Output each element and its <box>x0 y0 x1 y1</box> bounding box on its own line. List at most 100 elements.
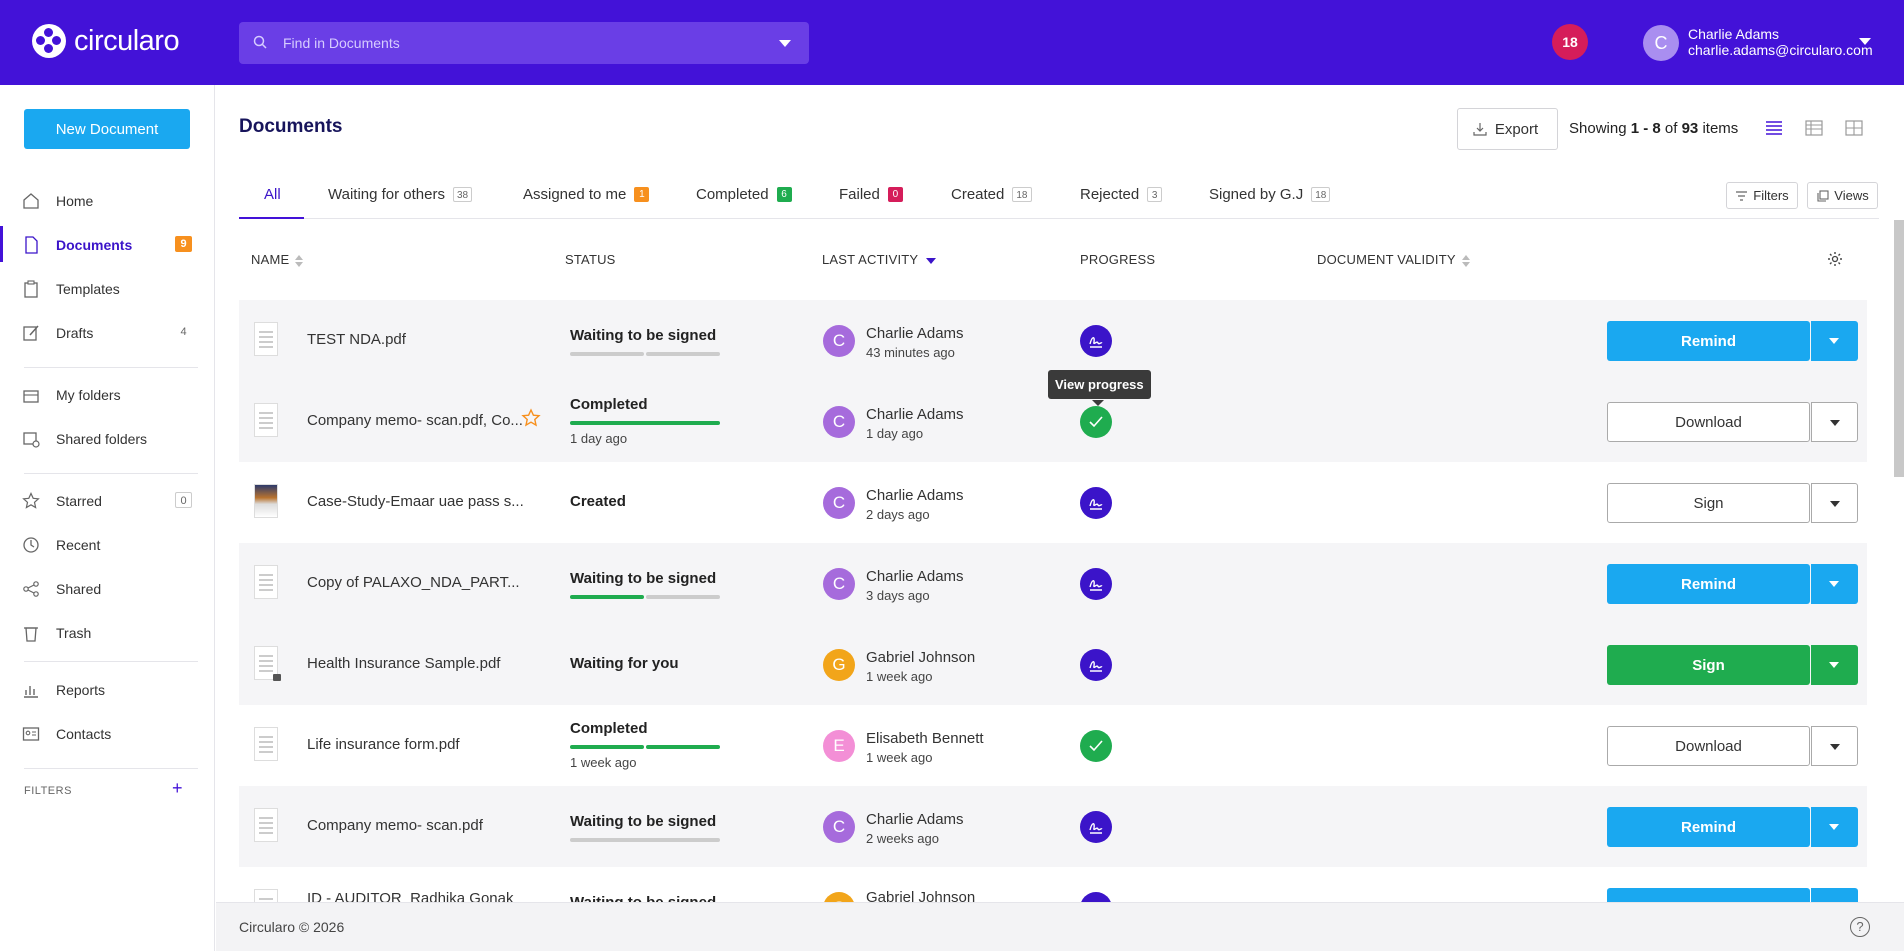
sort-descending-icon[interactable] <box>926 257 937 264</box>
activity-avatar: C <box>823 568 855 600</box>
sort-icon[interactable] <box>1461 254 1470 267</box>
sidebar-item-drafts[interactable]: Drafts 4 <box>0 314 214 350</box>
table-row[interactable]: Life insurance form.pdf Completed 1 week… <box>239 705 1867 786</box>
signature-progress-icon[interactable] <box>1080 649 1112 681</box>
table-row[interactable]: Company memo- scan.pdf, Co... Completed … <box>239 381 1867 462</box>
table-row[interactable]: Case-Study-Emaar uae pass s... Created C… <box>239 462 1867 543</box>
row-actions-dropdown[interactable] <box>1811 807 1858 847</box>
document-name[interactable]: Company memo- scan.pdf <box>307 817 483 834</box>
remind-button[interactable]: Remind <box>1607 564 1810 604</box>
activity-avatar: C <box>823 811 855 843</box>
tab-signed-by-gj[interactable]: Signed by G.J 18 <box>1209 186 1331 203</box>
add-filter-button[interactable]: + <box>172 778 183 798</box>
sidebar-item-recent[interactable]: Recent <box>0 526 214 562</box>
tab-completed[interactable]: Completed 6 <box>696 186 792 203</box>
table-view-icon[interactable] <box>1804 119 1824 137</box>
showing-total: 93 <box>1681 120 1699 137</box>
sidebar-item-templates[interactable]: Templates <box>0 270 214 306</box>
document-name[interactable]: Health Insurance Sample.pdf <box>307 655 501 672</box>
sidebar-item-home[interactable]: Home <box>0 182 214 218</box>
column-header-last-activity[interactable]: LAST ACTIVITY <box>822 252 937 267</box>
row-actions-dropdown[interactable] <box>1811 483 1858 523</box>
user-email[interactable]: charlie.adams@circularo.com <box>1688 42 1873 58</box>
sidebar-item-my-folders[interactable]: My folders <box>0 376 214 412</box>
document-name[interactable]: Company memo- scan.pdf, Co... <box>307 412 523 429</box>
tab-created[interactable]: Created 18 <box>951 186 1032 203</box>
status-progress-bar <box>570 595 720 599</box>
sidebar-divider <box>24 367 198 368</box>
filters-button[interactable]: Filters <box>1726 182 1798 209</box>
table-row[interactable]: Health Insurance Sample.pdf Waiting for … <box>239 624 1867 705</box>
download-button[interactable]: Download <box>1607 726 1810 766</box>
gear-icon[interactable] <box>1827 251 1843 267</box>
search-box[interactable] <box>239 22 809 64</box>
signature-progress-icon[interactable] <box>1080 325 1112 357</box>
table-row[interactable]: Copy of PALAXO_NDA_PART... Waiting to be… <box>239 543 1867 624</box>
tab-all[interactable]: All <box>264 186 281 203</box>
star-icon[interactable] <box>521 408 541 428</box>
activity-time: 1 day ago <box>866 426 924 441</box>
tab-label: Signed by G.J <box>1209 186 1304 203</box>
document-thumbnail <box>254 727 278 761</box>
document-name[interactable]: TEST NDA.pdf <box>307 331 406 348</box>
completed-check-icon[interactable] <box>1080 730 1112 762</box>
row-actions-dropdown[interactable] <box>1811 402 1858 442</box>
document-name[interactable]: Case-Study-Emaar uae pass s... <box>307 493 524 510</box>
scrollbar-thumb[interactable] <box>1894 220 1904 477</box>
search-options-chevron-icon[interactable] <box>779 40 791 47</box>
list-view-icon[interactable] <box>1764 119 1784 137</box>
tab-waiting-for-others[interactable]: Waiting for others 38 <box>328 186 473 203</box>
new-document-button[interactable]: New Document <box>24 109 190 149</box>
table-row[interactable]: ID - AUDITOR_Radhika Gonak Waiting to be… <box>239 867 1867 902</box>
circularo-logo[interactable]: circularo <box>32 24 180 58</box>
completed-check-icon[interactable] <box>1080 406 1112 438</box>
row-actions-dropdown[interactable] <box>1811 645 1858 685</box>
user-name[interactable]: Charlie Adams <box>1688 26 1780 42</box>
document-name[interactable]: ID - AUDITOR_Radhika Gonak <box>307 890 514 902</box>
help-icon[interactable]: ? <box>1850 917 1870 937</box>
sidebar-item-contacts[interactable]: Contacts <box>0 715 214 751</box>
sidebar-item-reports[interactable]: Reports <box>0 671 214 707</box>
sidebar-item-shared[interactable]: Shared <box>0 570 214 606</box>
sidebar-item-shared-folders[interactable]: Shared folders <box>0 420 214 456</box>
signature-progress-icon[interactable] <box>1080 568 1112 600</box>
document-name[interactable]: Life insurance form.pdf <box>307 736 460 753</box>
starred-count-badge: 0 <box>175 492 192 508</box>
bar-chart-icon <box>24 686 38 698</box>
tab-failed[interactable]: Failed 0 <box>839 186 903 203</box>
signature-progress-icon[interactable] <box>1080 892 1112 902</box>
sign-button[interactable]: Sign <box>1607 645 1810 685</box>
views-button[interactable]: Views <box>1807 182 1878 209</box>
sidebar-item-trash[interactable]: Trash <box>0 614 214 650</box>
signature-progress-icon[interactable] <box>1080 811 1112 843</box>
download-button[interactable]: Download <box>1607 402 1810 442</box>
sidebar-item-starred[interactable]: Starred 0 <box>0 482 214 518</box>
document-name[interactable]: Copy of PALAXO_NDA_PART... <box>307 574 520 591</box>
table-row[interactable]: TEST NDA.pdf Waiting to be signed C Char… <box>239 300 1867 381</box>
table-row[interactable]: Company memo- scan.pdf Waiting to be sig… <box>239 786 1867 867</box>
row-actions-dropdown[interactable] <box>1811 564 1858 604</box>
column-header-name[interactable]: NAME <box>251 252 304 267</box>
row-actions-dropdown[interactable] <box>1811 888 1858 902</box>
export-button[interactable]: Export <box>1457 108 1558 150</box>
grid-view-icon[interactable] <box>1844 119 1864 137</box>
signature-progress-icon[interactable] <box>1080 487 1112 519</box>
tab-assigned-to-me[interactable]: Assigned to me 1 <box>523 186 650 203</box>
sign-button[interactable]: Sign <box>1607 483 1810 523</box>
document-icon <box>25 236 38 254</box>
top-bar: circularo 18 C Charlie Adams charlie.ada… <box>0 0 1904 85</box>
remind-button[interactable] <box>1607 888 1810 902</box>
user-menu-chevron-icon[interactable] <box>1859 38 1871 45</box>
row-actions-dropdown[interactable] <box>1811 321 1858 361</box>
user-avatar[interactable]: C <box>1643 25 1679 61</box>
tab-count: 18 <box>1012 187 1032 202</box>
notification-badge[interactable]: 18 <box>1552 24 1588 60</box>
row-actions-dropdown[interactable] <box>1811 726 1858 766</box>
remind-button[interactable]: Remind <box>1607 321 1810 361</box>
tab-rejected[interactable]: Rejected 3 <box>1080 186 1163 203</box>
sidebar-item-documents[interactable]: Documents 9 <box>0 226 214 262</box>
remind-button[interactable]: Remind <box>1607 807 1810 847</box>
search-input[interactable] <box>283 33 763 53</box>
sort-icon[interactable] <box>295 254 304 267</box>
column-header-document-validity[interactable]: DOCUMENT VALIDITY <box>1317 252 1470 267</box>
